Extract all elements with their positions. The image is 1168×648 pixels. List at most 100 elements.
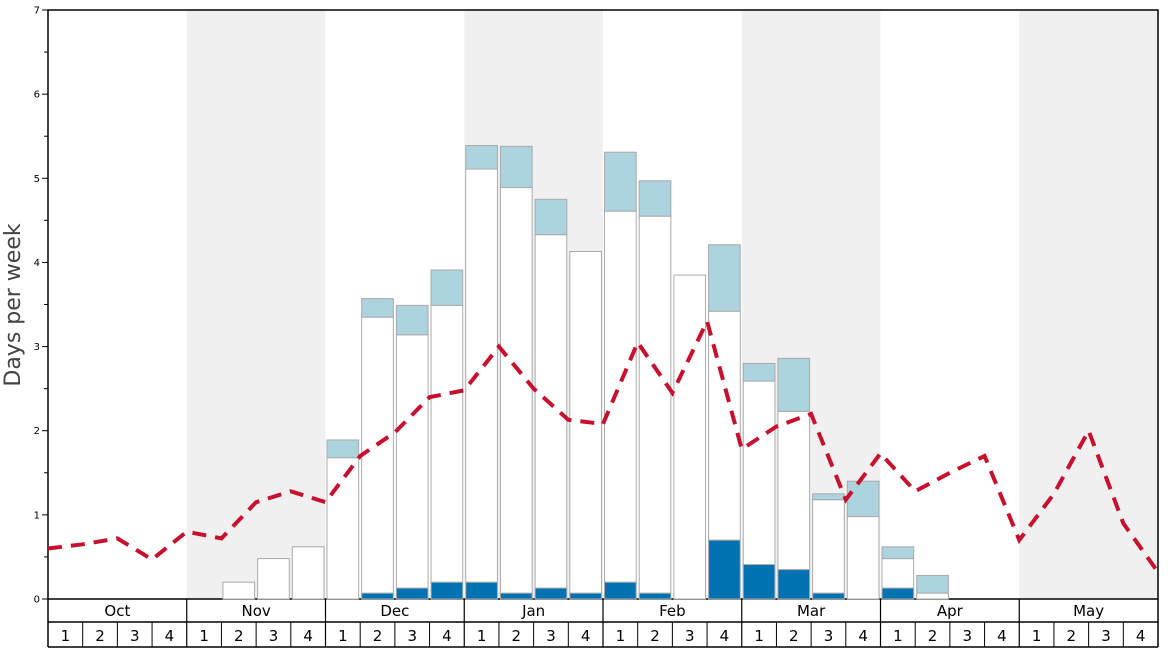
week-label: 3 bbox=[962, 627, 972, 645]
week-label: 1 bbox=[199, 627, 209, 645]
y-tick-label: 1 bbox=[34, 510, 40, 521]
bar-segment-dark bbox=[812, 592, 845, 600]
month-shade-nov bbox=[186, 10, 326, 599]
bar-segment-light bbox=[465, 144, 498, 170]
bar-segment-light bbox=[916, 574, 949, 594]
bar-segment-light bbox=[708, 244, 741, 312]
bar-segment-white bbox=[846, 516, 880, 600]
week-label: 3 bbox=[1101, 627, 1111, 645]
week-label: 4 bbox=[720, 627, 730, 645]
y-tick-label: 3 bbox=[34, 342, 40, 353]
y-tick-label: 0 bbox=[34, 595, 40, 606]
week-label: 4 bbox=[858, 627, 868, 645]
x-axis-table: Oct 1 2 3 4 Nov 1 2 3 4 Dec 1 2 3 4 Jan 1 2 3 4 Feb 1 2 3 4 Mar 1 2… bbox=[47, 599, 1159, 648]
bar-segment-dark bbox=[534, 587, 568, 600]
bar-segment-white bbox=[673, 274, 707, 600]
month-shade-may bbox=[1019, 10, 1158, 599]
week-label: 2 bbox=[650, 627, 660, 645]
week-label: 2 bbox=[234, 627, 244, 645]
bar-segment-white bbox=[257, 558, 290, 600]
y-tick-label: 5 bbox=[34, 174, 40, 185]
bar-segment-dark bbox=[395, 587, 429, 600]
week-label: 3 bbox=[130, 627, 140, 645]
bar-segment-light bbox=[395, 304, 429, 336]
bar-segment-white bbox=[638, 215, 672, 594]
bar-segment-light bbox=[534, 198, 568, 236]
bar-segment-light bbox=[881, 546, 915, 560]
bar-segment-white bbox=[742, 380, 776, 566]
month-label-may: May bbox=[1073, 602, 1104, 620]
y-axis-label: Days per week bbox=[1, 223, 26, 386]
month-label-nov: Nov bbox=[241, 602, 270, 620]
week-label: 3 bbox=[546, 627, 556, 645]
y-tick-label: 2 bbox=[34, 426, 40, 437]
week-label: 1 bbox=[477, 627, 487, 645]
bar-segment-light bbox=[777, 357, 811, 412]
bar-segment-dark bbox=[465, 581, 498, 600]
bar-segment-white bbox=[430, 304, 464, 583]
bar-segment-light bbox=[846, 480, 880, 518]
bar-segment-light bbox=[326, 439, 360, 459]
week-label: 2 bbox=[789, 627, 799, 645]
bar-segment-white bbox=[881, 558, 915, 589]
bar-segment-white bbox=[604, 210, 637, 583]
week-label: 4 bbox=[581, 627, 591, 645]
week-label: 4 bbox=[1136, 627, 1146, 645]
month-label-dec: Dec bbox=[380, 602, 409, 620]
bars-layer bbox=[222, 144, 949, 600]
bar-segment-white bbox=[291, 546, 325, 600]
week-label: 2 bbox=[512, 627, 522, 645]
month-label-feb: Feb bbox=[659, 602, 686, 620]
week-label: 1 bbox=[338, 627, 348, 645]
bar-segment-dark bbox=[708, 539, 741, 600]
bar-segment-light bbox=[499, 145, 533, 189]
bar-segment-white bbox=[916, 592, 949, 600]
week-label: 3 bbox=[407, 627, 417, 645]
bar-segment-dark bbox=[361, 592, 394, 600]
bar-segment-light bbox=[812, 493, 845, 501]
bar-segment-white bbox=[812, 499, 845, 594]
bar-segment-white bbox=[465, 168, 498, 583]
week-label: 2 bbox=[928, 627, 938, 645]
month-label-mar: Mar bbox=[797, 602, 826, 620]
week-label: 1 bbox=[61, 627, 71, 645]
week-label: 4 bbox=[165, 627, 175, 645]
week-label: 1 bbox=[616, 627, 626, 645]
bar-segment-white bbox=[777, 410, 811, 571]
week-label: 1 bbox=[754, 627, 764, 645]
week-label: 2 bbox=[1067, 627, 1077, 645]
bar-segment-dark bbox=[881, 587, 915, 600]
bar-segment-white bbox=[222, 581, 256, 600]
week-label: 4 bbox=[997, 627, 1007, 645]
bar-segment-dark bbox=[638, 592, 672, 600]
y-tick-label: 6 bbox=[34, 90, 40, 101]
y-tick-label: 7 bbox=[34, 6, 40, 17]
week-label: 4 bbox=[442, 627, 452, 645]
week-label: 3 bbox=[269, 627, 279, 645]
bar-segment-light bbox=[361, 298, 394, 318]
week-label: 2 bbox=[373, 627, 383, 645]
bar-segment-dark bbox=[430, 581, 464, 600]
bar-segment-light bbox=[604, 151, 637, 212]
month-label-apr: Apr bbox=[937, 602, 964, 620]
bar-segment-white bbox=[361, 316, 394, 594]
month-label-oct: Oct bbox=[104, 602, 130, 620]
bar-segment-dark bbox=[499, 592, 533, 600]
bar-segment-light bbox=[638, 180, 672, 217]
month-label-jan: Jan bbox=[521, 602, 545, 620]
bar-segment-dark bbox=[569, 592, 602, 600]
bar-segment-light bbox=[742, 362, 776, 382]
bar-segment-light bbox=[430, 269, 464, 306]
bar-segment-dark bbox=[742, 564, 776, 600]
week-label: 3 bbox=[824, 627, 834, 645]
week-label: 1 bbox=[1032, 627, 1042, 645]
week-label: 1 bbox=[893, 627, 903, 645]
bar-segment-white bbox=[534, 234, 568, 589]
bar-segment-white bbox=[499, 187, 533, 594]
trend-line bbox=[47, 315, 1160, 574]
trend-line-layer bbox=[47, 315, 1160, 574]
bar-segment-dark bbox=[604, 581, 637, 600]
week-label: 4 bbox=[303, 627, 313, 645]
y-tick-label: 4 bbox=[34, 258, 40, 269]
